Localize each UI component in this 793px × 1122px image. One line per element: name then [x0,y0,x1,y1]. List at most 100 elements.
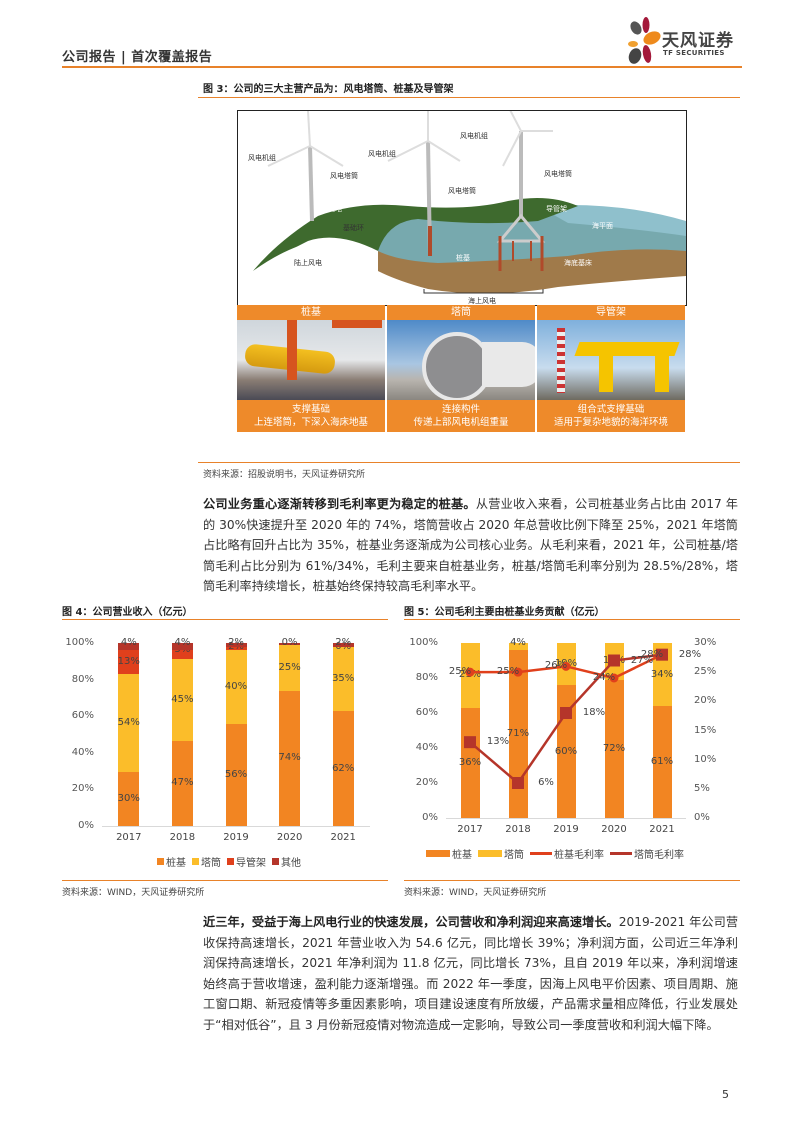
塔筒毛利率-marker [560,707,572,719]
bar-segment-桩基 [118,771,140,826]
x-axis-tick: 2018 [169,832,196,843]
y-axis-right-tick: 10% [694,753,717,765]
figure4-source: 资料来源：WIND，天风证券研究所 [62,888,205,898]
jacket-leg-icon [599,352,613,392]
figure3-source: 资料来源：招股说明书，天风证券研究所 [203,470,366,480]
x-axis-tick: 2019 [553,824,579,835]
line-point-label: 18% [582,707,606,718]
legend-swatch-icon [227,858,234,865]
paragraph-growth: 近三年，受益于海上风电行业的快速发展，公司营收和净利润迎来高速增长。2019-2… [203,912,738,1035]
y-axis-tick: 40% [415,742,438,753]
figure4-title-divider [62,619,388,620]
line-point-label: 26% [544,660,568,672]
gross-profit-combo-chart: 100% 80% 60% 40% 20% 0% 30% 25% 20% 15% 10% 5% 0% 36%… [404,630,740,870]
revenue-stacked-bar-chart: 100% 80% 60% 40% 20% 0% 30% 54% 13% 4% 2017 47% 45% 5… [62,630,388,870]
line-series-layer [464,648,668,789]
panel-pile-desc-line1: 支撑基础 [291,404,330,415]
legend-swatch-icon [192,858,199,865]
bar-segment-label: 30% [117,792,140,804]
figure4-bottom-divider [62,880,388,881]
y-axis-right-tick: 0% [694,812,710,823]
chart-legend: 桩基 塔筒 导管架 其他 [157,854,301,869]
y-axis-right-tick: 25% [694,666,717,678]
legend-label: 桩基 [452,850,472,861]
legend-label: 塔筒毛利率 [634,850,684,861]
bar-segment-label: 2% [335,637,352,648]
legend-item: 其他 [272,854,301,869]
panel-tower-desc: 连接构件 传递上部风电机组重量 [387,400,535,432]
bar-segment-label: 47% [171,777,194,789]
legend-swatch-icon [272,858,279,865]
bar-segment-label: 34% [650,668,674,680]
label-offshore: 海上风电 [468,297,496,305]
figure5-source: 资料来源：WIND，天风证券研究所 [404,888,547,898]
bar-segment-塔筒 [332,646,354,712]
label-sea-level: 海平面 [592,222,613,230]
y-axis-right-tick: 30% [694,637,717,648]
legend-swatch-icon [610,852,632,855]
y-axis-tick: 40% [71,746,94,758]
legend-item: 塔筒 [478,846,524,861]
y-axis-tick: 60% [71,710,94,722]
bar-segment-桩基 [652,706,672,818]
wind-turbine-illustration-icon [253,111,686,294]
figure5-bottom-divider [404,880,740,881]
bar-segment-塔筒 [508,643,528,650]
panel-pile-desc: 支撑基础 上连塔筒，下深入海床地基 [237,400,385,432]
y-axis-tick: 0% [422,812,438,823]
y-axis-tick: 20% [71,783,94,795]
bar-segment-label: 74% [278,752,301,764]
tower-photo [387,320,535,400]
panel-jacket-desc-line1: 组合式支撑基础 [577,404,645,415]
panel-tower-desc-line2: 传递上部风电机组重量 [413,417,509,428]
panel-pile: 桩基 支撑基础 上连塔筒，下深入海床地基 [237,305,385,449]
legend-item: 桩基毛利率 [530,846,604,861]
塔筒毛利率-marker [512,777,524,789]
label-turbine-2: 风电机组 [368,150,396,158]
panel-tower: 塔筒 连接构件 传递上部风电机组重量 [387,305,535,449]
crane-tower-icon [557,328,565,393]
y-axis-tick: 0% [78,820,94,831]
bar-segment-导管架 [225,646,247,651]
paragraph-business-focus-lead: 公司业务重心逐渐转移到毛利率更为稳定的桩基。 [203,497,476,511]
bar-segment-label: 62% [332,762,355,774]
bar-segment-label: 60% [554,745,578,757]
label-onshore: 陆上风电 [294,259,322,267]
legend-label: 塔筒 [504,850,524,861]
x-axis-tick: 2017 [457,824,483,835]
bar-segment-塔筒 [225,650,247,724]
figure3-title: 图 3：公司的三大主营产品为：风电塔筒、桩基及导管架 [203,84,454,95]
line-point-label: 28% [678,648,702,660]
bar-segment-其他 [118,643,140,651]
paragraph-business-focus-body: 从营业收入来看，公司桩基业务占比由 2017 年的 30%快速提升至 2020 … [203,497,738,593]
legend-swatch-icon [426,850,450,857]
桩基毛利率-marker [609,673,619,683]
label-jacket: 导管架 [546,205,567,213]
bar-segment-label: 0% [281,637,298,648]
bar-segment-label: 72% [602,742,626,754]
桩基毛利率-marker [561,661,571,671]
legend-label: 桩基 [166,858,186,869]
塔筒毛利率-marker [608,654,620,667]
label-tower-2: 风电塔筒 [448,187,476,195]
bar-segment-塔筒 [118,673,140,772]
legend-item: 桩基 [426,846,472,861]
legend-item: 塔筒毛利率 [610,846,684,861]
x-axis-line [446,818,686,819]
bar-segment-label: 61% [650,756,674,767]
bar-segment-label: 4% [120,637,137,648]
y-axis-tick: 100% [65,637,94,648]
label-turbine-1: 风电机组 [248,154,276,162]
y-axis-tick: 60% [415,707,438,718]
jacket-leg-icon [655,352,669,392]
x-axis-tick: 2019 [223,832,249,843]
line-point-label: 24% [592,672,616,683]
paragraph-growth-lead: 近三年，受益于海上风电行业的快速发展，公司营收和净利润迎来高速增长。 [203,915,619,929]
page-number: 5 [722,1088,729,1101]
figure5-title: 图 5：公司毛利主要由桩基业务贡献（亿元） [404,607,605,618]
legend-item: 桩基 [157,854,186,869]
tf-securities-logo: 天风证券 TF SECURITIES [622,16,742,68]
panel-jacket: 导管架 组合式支撑基础 适用于复杂地貌的海洋环境 [537,305,685,449]
bar-segment-label: 56% [224,768,248,780]
figure3-title-divider [198,97,740,98]
